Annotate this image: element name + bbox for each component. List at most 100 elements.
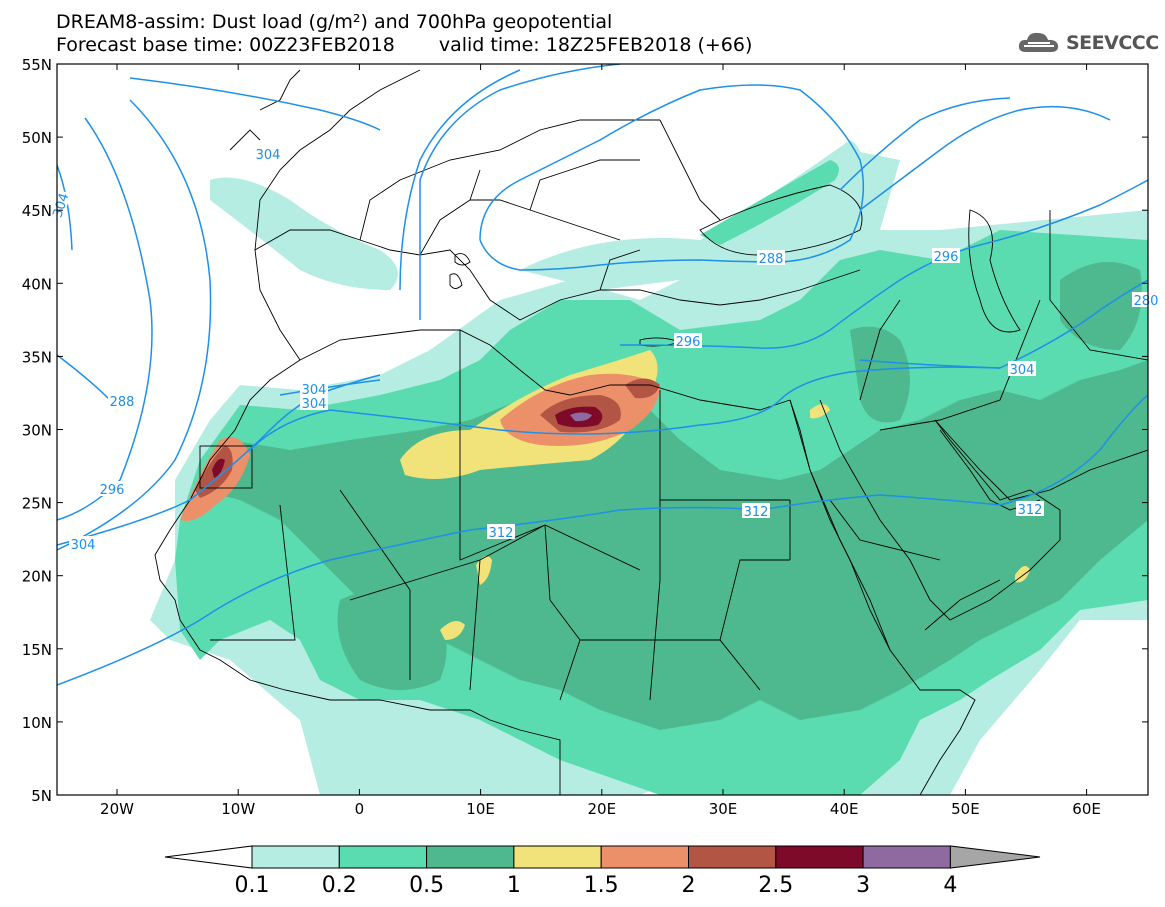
contour-label: 280: [1132, 292, 1160, 309]
lat-label: 15N: [22, 641, 52, 659]
contour-label: 304: [69, 536, 97, 553]
dust-field: [150, 140, 1148, 795]
geopotential-contours: [57, 64, 1148, 686]
colorbar-label: 0.1: [235, 873, 270, 898]
contour-line: [57, 354, 111, 401]
longitude-axis: 20W 10W 0 10E 20E 30E 40E 50E 60E: [100, 64, 1101, 818]
contour-label-text: 312: [1018, 503, 1043, 518]
contour-label-text: 288: [110, 395, 135, 410]
dust-level-0-5: [850, 326, 910, 423]
contour-label-text: 304: [302, 397, 327, 412]
contour-line: [399, 69, 521, 291]
lat-label: 45N: [22, 202, 52, 220]
contour-line: [57, 394, 1148, 686]
contour-line: [419, 64, 621, 321]
contour-line: [859, 359, 1001, 369]
lon-label: 20W: [100, 800, 134, 818]
contour-label-bg: [300, 395, 328, 410]
colorbar: 0.1 0.2 0.5 1 1.5 2 2.5 3 4: [164, 845, 1041, 898]
valid-time: valid time: 18Z25FEB2018 (+66): [438, 34, 753, 56]
contour-line: [839, 97, 1011, 191]
colorbar-under-triangle: [164, 845, 253, 869]
contour-label-bg: [98, 481, 126, 496]
contour-label-bg: [1008, 361, 1036, 376]
contour-line: [859, 105, 1111, 211]
contour-label-bg: [69, 536, 97, 551]
contour-label: 312: [1016, 501, 1044, 518]
coastline-europe: [254, 229, 861, 361]
contour-label: 312: [742, 503, 770, 520]
contour-line: [249, 279, 1148, 451]
border-western-sahara: [199, 445, 253, 489]
coastline-west-africa: [154, 359, 561, 795]
contour-label: 304: [300, 381, 328, 398]
contour-label-bg: [742, 503, 770, 518]
colorbar-bin: [513, 845, 602, 869]
colorbar-label: 0.5: [409, 873, 444, 898]
latitude-axis: 55N 50N 45N 40N 35N 30N 25N 20N 15N 10N 5N: [22, 56, 1148, 805]
lon-label: 30E: [709, 800, 738, 818]
contour-line: [619, 179, 1148, 349]
contour-label-text: 304: [71, 538, 96, 553]
coastline-atlantic-europe: [254, 69, 421, 251]
coastline-caspian: [968, 209, 1021, 333]
forecast-base-time: Forecast base time: 00Z23FEB2018: [56, 34, 395, 56]
lon-label: 10E: [466, 800, 495, 818]
colorbar-bin: [251, 845, 340, 869]
lon-label: 60E: [1072, 800, 1101, 818]
country-borders: [154, 69, 1148, 795]
lon-label: 20E: [588, 800, 617, 818]
colorbar-label: 2: [682, 873, 696, 898]
contour-label-text: 296: [100, 483, 125, 498]
contour-label-text: 304: [256, 148, 281, 163]
colorbar-bin: [688, 845, 777, 869]
contour-line: [57, 99, 212, 551]
contour-label: 296: [98, 481, 126, 498]
contour-label-text: 280: [1134, 294, 1159, 309]
lon-label: 10W: [221, 800, 255, 818]
contour-label-bg: [674, 333, 702, 348]
contour-label-text: 288: [759, 252, 784, 267]
contour-label: 304: [48, 189, 72, 221]
dust-level-0-1: [210, 177, 398, 290]
contour-line: [279, 379, 381, 396]
map-title: DREAM8-assim: Dust load (g/m²) and 700hP…: [56, 11, 613, 33]
lat-label: 10N: [22, 714, 52, 732]
colorbar-bin: [338, 845, 428, 869]
logo-text: SEEVCCC: [1066, 32, 1159, 54]
colorbar-over-triangle: [949, 845, 1041, 869]
lat-label: 40N: [22, 275, 52, 293]
colorbar-bin: [600, 845, 690, 869]
border-lines-europe: [359, 119, 721, 291]
colorbar-label: 1: [507, 873, 521, 898]
contour-label: 288: [108, 393, 136, 410]
contour-line: [57, 374, 381, 546]
lat-label: 55N: [22, 56, 52, 74]
dust-level-3: [570, 412, 592, 422]
dust-level-1: [810, 404, 830, 419]
lat-label: 35N: [22, 348, 52, 366]
contour-label-text: 304: [302, 383, 327, 398]
coastline-red-sea: [789, 399, 891, 651]
contour-label-text: 312: [744, 505, 769, 520]
contour-label-bg: [932, 248, 960, 263]
contour-label: 312: [487, 524, 515, 541]
lon-label: 40E: [830, 800, 859, 818]
coastline-black-sea: [699, 184, 863, 256]
colorbar-bin: [426, 845, 515, 869]
contour-line: [129, 77, 381, 131]
contour-label-bg: [1016, 501, 1044, 516]
dust-level-2-5: [212, 458, 225, 478]
colorbar-label: 2.5: [758, 873, 793, 898]
border-lines: [210, 210, 1148, 701]
contour-label: 304: [1008, 361, 1036, 378]
dust-level-0-5: [337, 590, 447, 690]
dust-level-0-2: [700, 160, 839, 245]
contour-line: [479, 84, 865, 271]
contour-label-text: 296: [934, 250, 959, 265]
lat-label: 30N: [22, 422, 52, 440]
coastline-arabia: [819, 399, 1061, 621]
contour-label-bg: [487, 524, 515, 539]
colorbar-label: 3: [856, 873, 870, 898]
